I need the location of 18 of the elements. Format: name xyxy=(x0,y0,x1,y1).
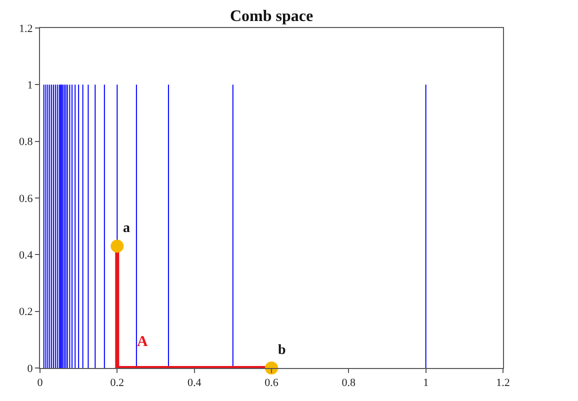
x-tick-label: 0.4 xyxy=(187,377,202,390)
y-tick-label: 0.4 xyxy=(19,250,34,262)
y-tick-label: 0.6 xyxy=(19,192,34,205)
x-tick-label: 1.2 xyxy=(496,377,510,390)
x-tick-label: 0 xyxy=(37,377,44,390)
series-label: A xyxy=(137,334,148,350)
x-tick-label: 0.2 xyxy=(110,377,124,390)
y-tick-label: 1 xyxy=(27,80,33,92)
x-tick-label: 0.8 xyxy=(342,377,356,390)
annotation: b xyxy=(278,343,286,358)
chart-title: Comb space xyxy=(230,8,314,26)
y-tick-label: 0 xyxy=(27,362,34,375)
y-tick-label: 0.8 xyxy=(19,136,34,148)
annotation: a xyxy=(123,221,130,236)
x-tick-label: 0.6 xyxy=(264,377,279,390)
x-tick-label: 1 xyxy=(423,377,429,390)
y-tick-label: 0.2 xyxy=(19,306,33,318)
y-tick-label: 1.2 xyxy=(19,22,33,35)
